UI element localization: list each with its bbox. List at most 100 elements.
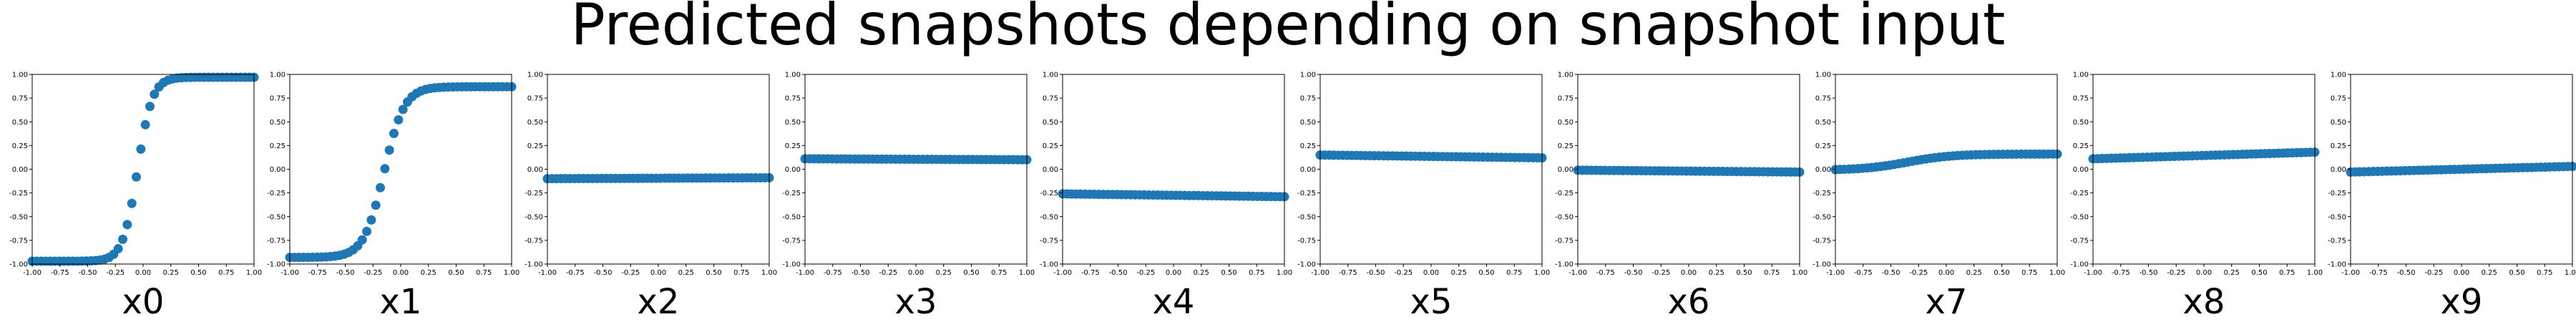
- panel-label-x0: x0: [122, 282, 165, 322]
- x-tick-label: -1.00: [1826, 269, 1845, 277]
- x-tick-label: -0.25: [1652, 269, 1670, 277]
- x-tick-label: 0.25: [1451, 269, 1467, 277]
- y-tick-label: 0.25: [12, 142, 28, 150]
- y-tick-label: -1.00: [1813, 261, 1831, 269]
- y-tick-label: -1.00: [1555, 261, 1574, 269]
- data-point: [362, 226, 372, 236]
- axes-frame: [1062, 74, 1285, 265]
- y-tick-label: 0.50: [2331, 119, 2346, 127]
- subplot-x2: -1.00 -0.75 -0.50 -0.25 0.00 0.25 0.50 0.75 1.00…: [525, 72, 777, 322]
- x-tick-label: 0.00: [908, 269, 924, 277]
- x-tick-label: 0.75: [1249, 269, 1264, 277]
- x-tick-label: -0.50: [79, 269, 97, 277]
- scatter-series-x3: [800, 154, 1032, 165]
- y-tick-label: -0.25: [525, 190, 543, 197]
- x-tick-label: -0.25: [364, 269, 382, 277]
- y-tick-label: 0.75: [12, 95, 28, 103]
- x-tick-label: 1.00: [1277, 269, 1292, 277]
- y-tick-label: 0.00: [785, 166, 801, 174]
- subplot-x1: -1.00 -0.75 -0.50 -0.25 0.00 0.25 0.50 0.75 1.00…: [267, 72, 519, 322]
- x-tick-label: -1.00: [538, 269, 557, 277]
- x-tick-label: 0.50: [448, 269, 464, 277]
- data-point: [394, 114, 404, 125]
- y-tick-label: -1.00: [782, 261, 801, 269]
- x-tick-label: -0.50: [852, 269, 870, 277]
- x-tick-label: -0.75: [1339, 269, 1357, 277]
- y-tick-label: 0.25: [1558, 142, 1574, 150]
- y-tick-label: 0.50: [12, 119, 28, 127]
- x-tick-label: 0.00: [393, 269, 409, 277]
- panel-label-x6: x6: [1668, 282, 1710, 322]
- x-tick-label: 0.25: [1194, 269, 1209, 277]
- x-tick-label: 0.75: [991, 269, 1007, 277]
- y-tick-label: -0.75: [1555, 237, 1574, 245]
- scatter-series-x8: [2088, 147, 2320, 164]
- y-tick-label: 0.25: [785, 142, 801, 150]
- y-tick-label: -0.25: [1555, 190, 1574, 197]
- x-tick-label: 1.00: [246, 269, 262, 277]
- axes-frame: [31, 74, 255, 265]
- axes-frame: [547, 74, 770, 265]
- y-tick-label: -0.50: [525, 213, 543, 221]
- x-tick-label: -0.75: [51, 269, 69, 277]
- x-tick-label: 0.50: [2509, 269, 2524, 277]
- panel-label-x5: x5: [1410, 282, 1453, 322]
- x-tick-label: 1.00: [2307, 269, 2323, 277]
- y-tick-label: -0.75: [9, 237, 28, 245]
- axes-frame: [1319, 74, 1543, 265]
- x-tick-label: 0.75: [1764, 269, 1780, 277]
- x-tick-label: -0.75: [566, 269, 585, 277]
- x-tick-label: -0.75: [2112, 269, 2130, 277]
- y-tick-label: 1.00: [1300, 72, 1316, 79]
- y-tick-label: 1.00: [1815, 72, 1831, 79]
- panels-container: -1.00 -0.75 -0.50 -0.25 0.00 0.25 0.50 0.75 1.00…: [9, 72, 2576, 322]
- x-tick-label: 1.00: [2049, 269, 2065, 277]
- x-tick-label: 1.00: [761, 269, 777, 277]
- y-tick-label: 0.25: [1043, 142, 1058, 150]
- y-tick-label: 1.00: [785, 72, 801, 79]
- x-tick-label: 0.25: [2482, 269, 2497, 277]
- x-tick-label: -0.25: [1394, 269, 1413, 277]
- x-tick-label: 0.00: [135, 269, 151, 277]
- data-point: [118, 235, 128, 245]
- x-tick-label: -1.00: [1053, 269, 1072, 277]
- y-tick-label: 0.25: [1300, 142, 1316, 150]
- x-tick-label: -1.00: [1568, 269, 1587, 277]
- y-tick-label: 0.75: [270, 95, 286, 103]
- data-point: [371, 200, 381, 210]
- y-tick-label: 0.75: [1300, 95, 1316, 103]
- axes-frame: [2092, 74, 2316, 265]
- x-tick-label: -0.75: [308, 269, 327, 277]
- axes-frame: [804, 74, 1028, 265]
- y-tick-label: 1.00: [527, 72, 543, 79]
- y-tick-label: -0.50: [2070, 213, 2089, 221]
- x-tick-label: 0.75: [2537, 269, 2552, 277]
- x-tick-label: 0.50: [1994, 269, 2009, 277]
- data-point: [145, 102, 155, 112]
- y-tick-label: 0.00: [1300, 166, 1316, 174]
- scatter-series-x9: [2346, 162, 2576, 177]
- x-tick-label: -0.25: [1136, 269, 1155, 277]
- y-tick-label: 0.00: [270, 166, 286, 174]
- x-tick-label: -1.00: [280, 269, 299, 277]
- x-tick-label: 0.00: [2454, 269, 2469, 277]
- x-tick-label: 0.75: [2279, 269, 2295, 277]
- x-tick-label: 0.75: [733, 269, 749, 277]
- y-tick-label: -0.50: [2328, 213, 2346, 221]
- panel-label-x8: x8: [2183, 282, 2225, 322]
- data-point: [132, 172, 142, 182]
- data-point: [140, 119, 150, 130]
- x-tick-label: -0.75: [2369, 269, 2388, 277]
- x-tick-label: 0.50: [706, 269, 721, 277]
- y-tick-label: -1.00: [525, 261, 543, 269]
- x-tick-label: 1.00: [1019, 269, 1035, 277]
- x-tick-label: 0.50: [1221, 269, 1236, 277]
- y-tick-label: 1.00: [1558, 72, 1574, 79]
- axes-frame: [289, 74, 512, 265]
- scatter-series-x5: [1315, 150, 1547, 163]
- y-tick-label: 1.00: [2331, 72, 2346, 79]
- figure-title: Predicted snapshots depending on snapsho…: [571, 0, 2006, 58]
- subplot-x5: -1.00 -0.75 -0.50 -0.25 0.00 0.25 0.50 0.75 1.00…: [1297, 72, 1550, 322]
- y-tick-label: 1.00: [12, 72, 28, 79]
